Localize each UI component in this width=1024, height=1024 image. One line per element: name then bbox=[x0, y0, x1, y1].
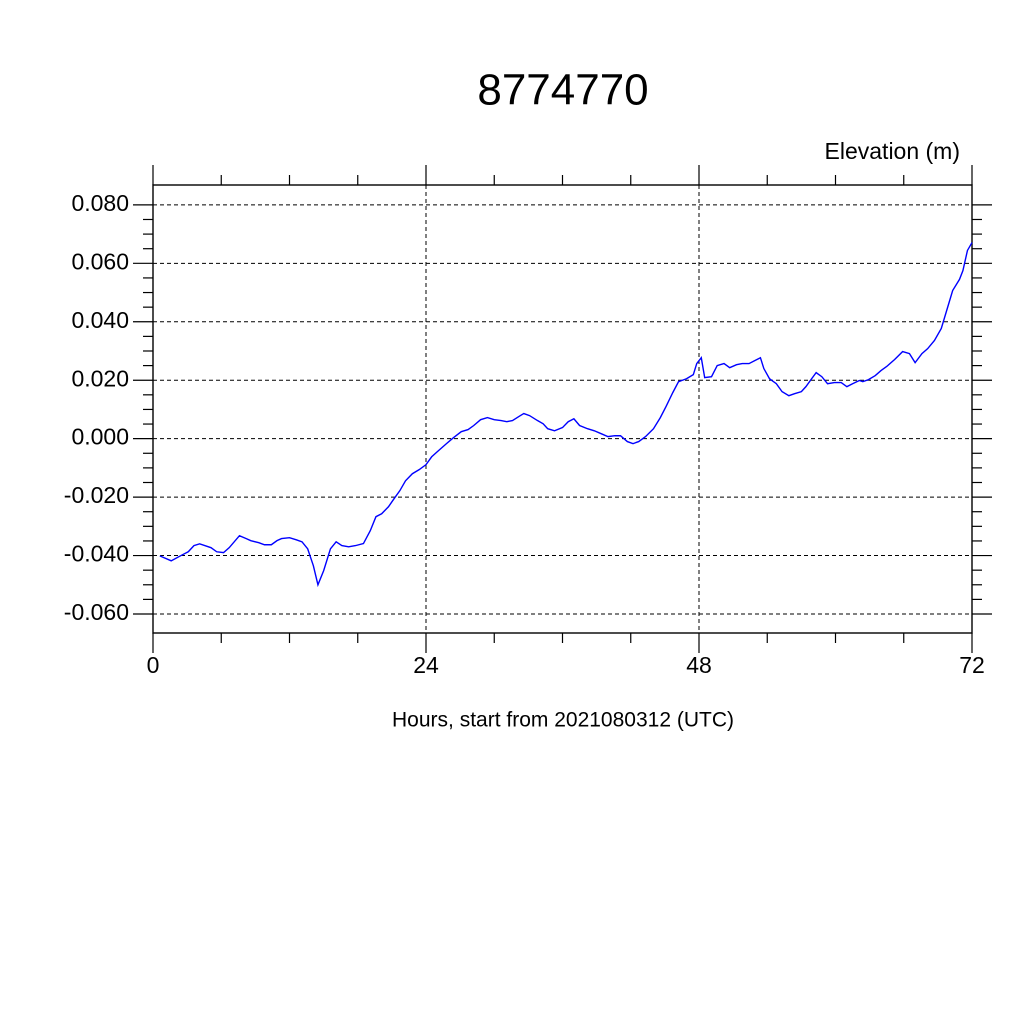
chart-title: 8774770 bbox=[477, 66, 648, 115]
x-axis-label: Hours, start from 2021080312 (UTC) bbox=[392, 709, 734, 732]
x-tick-label: 72 bbox=[959, 652, 985, 678]
y-tick-label: -0.020 bbox=[64, 482, 129, 508]
x-tick-label: 48 bbox=[686, 652, 712, 678]
y-tick-label: 0.060 bbox=[71, 248, 129, 274]
x-tick-label: 24 bbox=[413, 652, 439, 678]
y-tick-label: 0.040 bbox=[71, 307, 129, 333]
y-tick-label: 0.080 bbox=[71, 190, 129, 216]
y-tick-label: 0.020 bbox=[71, 365, 129, 391]
y-tick-label: -0.040 bbox=[64, 541, 129, 567]
y-tick-label: 0.000 bbox=[71, 424, 129, 450]
y-tick-label: -0.060 bbox=[64, 599, 129, 625]
chart-subtitle: Elevation (m) bbox=[825, 138, 960, 164]
plot-frame bbox=[152, 184, 973, 634]
x-tick-label: 0 bbox=[147, 652, 160, 678]
data-line bbox=[159, 242, 973, 588]
